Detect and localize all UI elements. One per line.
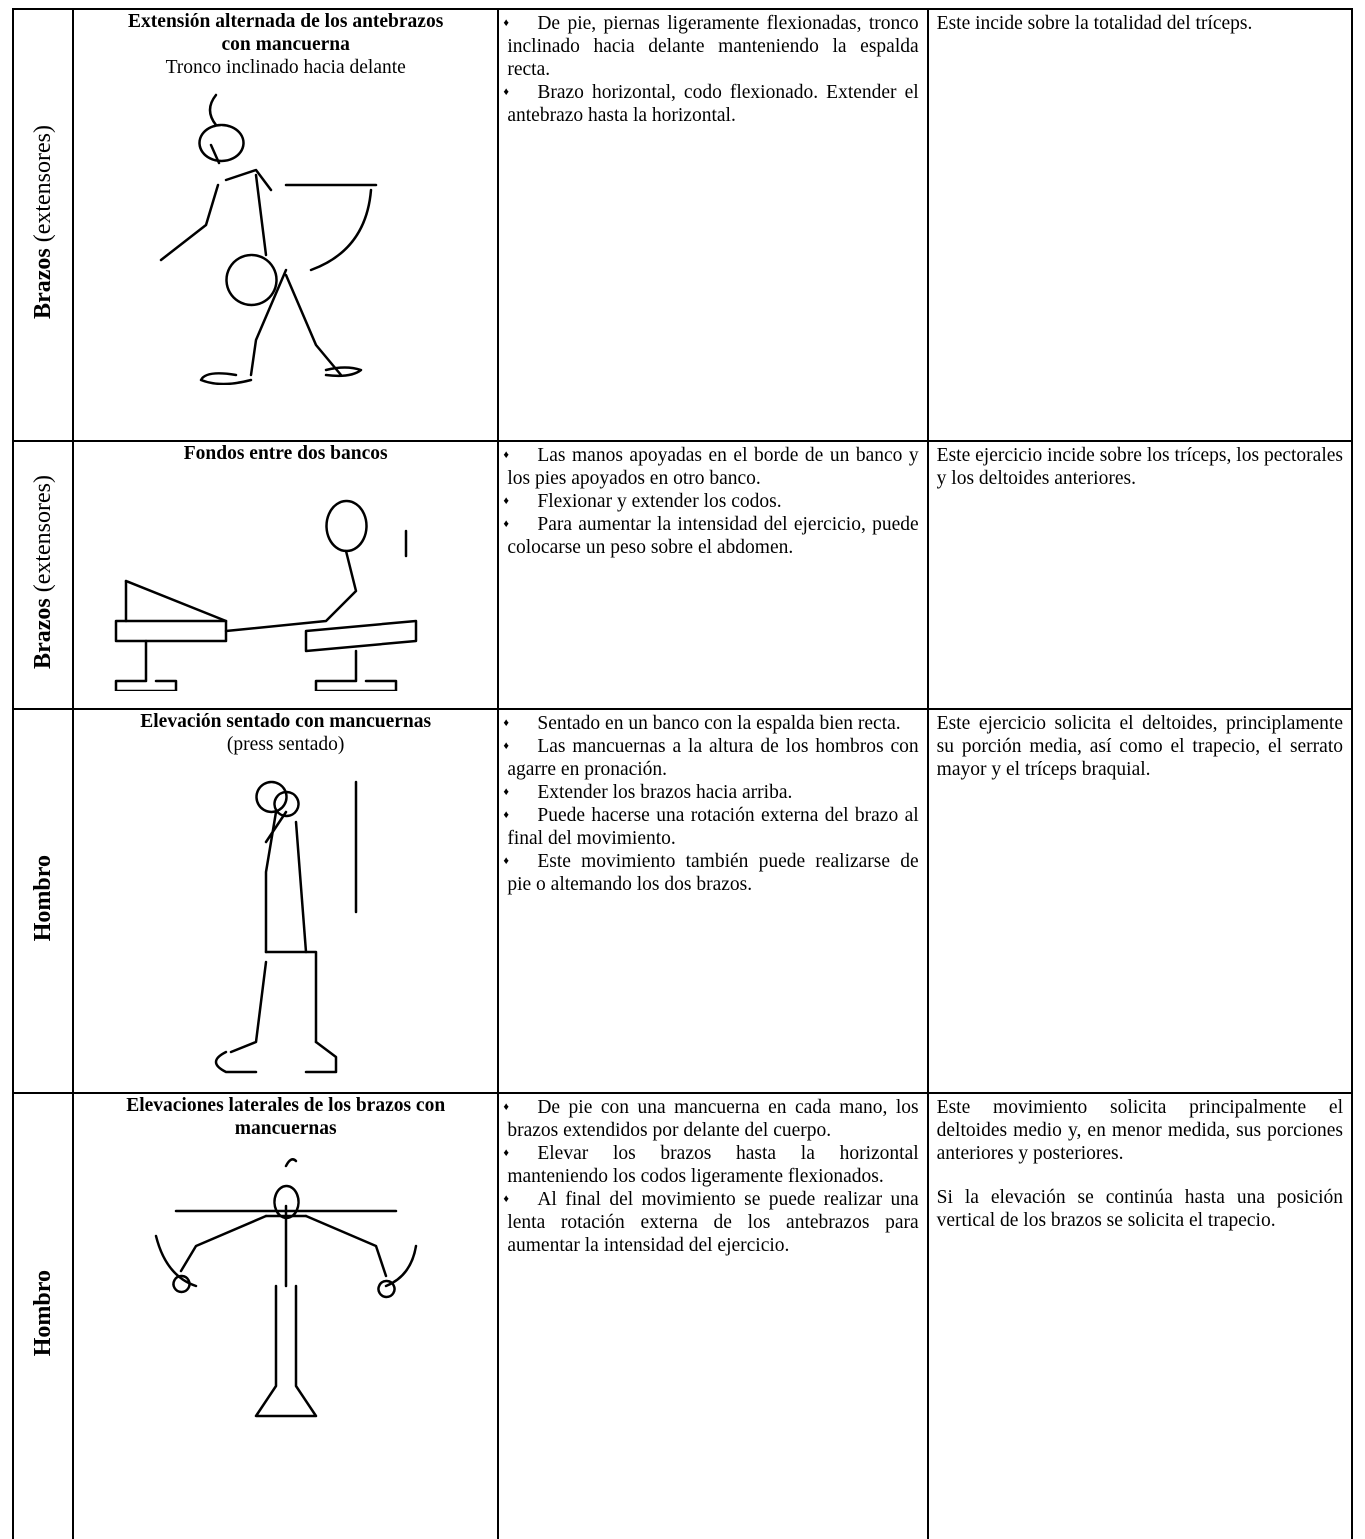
effects-cell: Este ejercicio solicita el deltoides, pr…: [926, 708, 1354, 1094]
sketch-stroke: [214, 1050, 257, 1074]
sketch-stroke: [264, 950, 317, 1044]
step: Para aumentar la intensidad del ejercici…: [503, 513, 918, 559]
step: Extender los brazos hacia arriba.: [503, 781, 918, 804]
sketch-stroke: [171, 1274, 191, 1294]
category-label: Brazos (extensores): [29, 475, 56, 669]
sketch-stroke: [254, 1284, 317, 1418]
illustration: [154, 1158, 417, 1418]
exercise-title: Fondos entre dos bancos: [183, 443, 388, 464]
step: Brazo horizontal, codo flexionado. Exten…: [503, 81, 918, 127]
effect: Este ejercicio incide sobre los tríceps,…: [936, 445, 1343, 489]
effect: Si la elevación se continúa hasta una po…: [936, 1187, 1343, 1231]
step: Al final del movimiento se puede realiza…: [503, 1188, 918, 1257]
sketch-stroke: [154, 1234, 197, 1288]
exercise-cell: Fondos entre dos bancos: [72, 440, 500, 710]
sketch-stroke: [124, 579, 227, 623]
step: Las mancuernas a la altura de los hombro…: [503, 735, 918, 781]
sketch-stroke: [304, 1040, 337, 1074]
category-label: Brazos (extensores): [29, 125, 56, 319]
sketch-stroke: [229, 960, 267, 1054]
exercise-cell: Extensión alternada de los antebrazos co…: [72, 8, 500, 442]
sketch-stroke: [324, 499, 368, 553]
step: Flexionar y extender los codos.: [503, 490, 918, 513]
steps-cell: De pie con una mancuerna en cada mano, l…: [497, 1092, 929, 1539]
category-label: Hombro: [29, 1270, 56, 1357]
category-cell: Hombro: [11, 1092, 75, 1539]
step: Sentado en un banco con la espalda bien …: [503, 712, 918, 735]
steps-cell: Las manos apoyadas en el borde de un ban…: [497, 440, 929, 710]
category-bold: Brazos: [29, 598, 56, 669]
step: Las manos apoyadas en el borde de un ban…: [503, 444, 918, 490]
steps-cell: De pie, piernas ligeramente flexionadas,…: [497, 8, 929, 442]
category-cell: Hombro: [11, 708, 75, 1094]
illustration: [214, 780, 357, 1074]
sketch-stroke: [254, 780, 288, 814]
table-row: Brazos (extensores) Extensión alternada d…: [11, 8, 1354, 442]
sketch-stroke: [314, 649, 397, 691]
category-normal: (extensores): [29, 475, 56, 593]
sketch-stroke: [224, 549, 357, 633]
sketch-stroke: [209, 143, 220, 165]
category-cell: Brazos (extensores): [11, 440, 75, 710]
sketch-stroke: [309, 188, 372, 272]
illustration: [159, 93, 377, 385]
table-body: Brazos (extensores) Extensión alternada d…: [11, 8, 1354, 1539]
step: De pie, piernas ligeramente flexionadas,…: [503, 12, 918, 81]
sketch-stroke: [304, 619, 417, 653]
sketch-stroke: [264, 810, 287, 844]
category-bold: Brazos: [29, 248, 56, 319]
steps-cell: Sentado en un banco con la espalda bien …: [497, 708, 929, 1094]
effect: Este incide sobre la totalidad del tríce…: [936, 13, 1253, 34]
exercise-title: Elevaciones laterales de los brazos con …: [126, 1095, 446, 1139]
table-row: Hombro Elevación sentado con mancuernas (p…: [11, 708, 1354, 1094]
exercise-cell: Elevación sentado con mancuernas (press s…: [72, 708, 500, 1094]
category-bold: Hombro: [29, 854, 56, 942]
sketch-stroke: [114, 639, 177, 691]
sketch-stroke: [254, 173, 267, 257]
sketch-stroke: [304, 1214, 387, 1278]
exercise-title: Elevación sentado con mancuernas: [140, 711, 432, 732]
exercise-table: Brazos (extensores) Extensión alternada d…: [11, 8, 1354, 1539]
sketch-stroke: [197, 123, 245, 163]
sketch-stroke: [284, 273, 342, 377]
sketch-stroke: [384, 1244, 417, 1288]
sketch-stroke: [249, 268, 287, 377]
table-row: Hombro Elevaciones laterales de los brazo…: [11, 1092, 1354, 1539]
sketch-stroke: [179, 1214, 267, 1273]
sketch-stroke: [114, 619, 227, 643]
effect: Este movimiento solicita principalmente …: [936, 1097, 1343, 1164]
sketch-stroke: [324, 366, 362, 378]
effects-cell: Este movimiento solicita principalmente …: [926, 1092, 1354, 1539]
category-bold: Hombro: [29, 1270, 56, 1357]
sketch-stroke: [225, 253, 278, 307]
step: Puede hacerse una rotación externa del b…: [503, 804, 918, 850]
sketch-stroke: [272, 790, 300, 818]
effects-cell: Este incide sobre la totalidad del tríce…: [926, 8, 1354, 442]
sketch-stroke: [294, 820, 307, 954]
category-normal: (extensores): [29, 125, 56, 243]
step: Elevar los brazos hasta la horizontal ma…: [503, 1142, 918, 1188]
exercise-subtitle: (press sentado): [226, 734, 345, 755]
step: De pie con una mancuerna en cada mano, l…: [503, 1096, 918, 1142]
category-label: Hombro: [29, 854, 56, 942]
step: Este movimiento también puede realizarse…: [503, 850, 918, 896]
sketch-stroke: [284, 1158, 297, 1168]
category-cell: Brazos (extensores): [11, 8, 75, 442]
table-row: Brazos (extensores) Fondos entre dos banc…: [11, 440, 1354, 710]
effect: Este ejercicio solicita el deltoides, pr…: [936, 713, 1343, 780]
sketch-stroke: [224, 168, 272, 192]
sketch-stroke: [208, 93, 217, 127]
exercise-subtitle: Tronco inclinado hacia delante: [165, 57, 406, 78]
exercise-cell: Elevaciones laterales de los brazos con …: [72, 1092, 500, 1539]
sketch-stroke: [199, 372, 252, 385]
effects-cell: Este ejercicio incide sobre los tríceps,…: [926, 440, 1354, 710]
illustration: [114, 499, 417, 691]
exercise-title: Extensión alternada de los antebrazos co…: [128, 11, 444, 55]
sketch-stroke: [159, 183, 219, 262]
